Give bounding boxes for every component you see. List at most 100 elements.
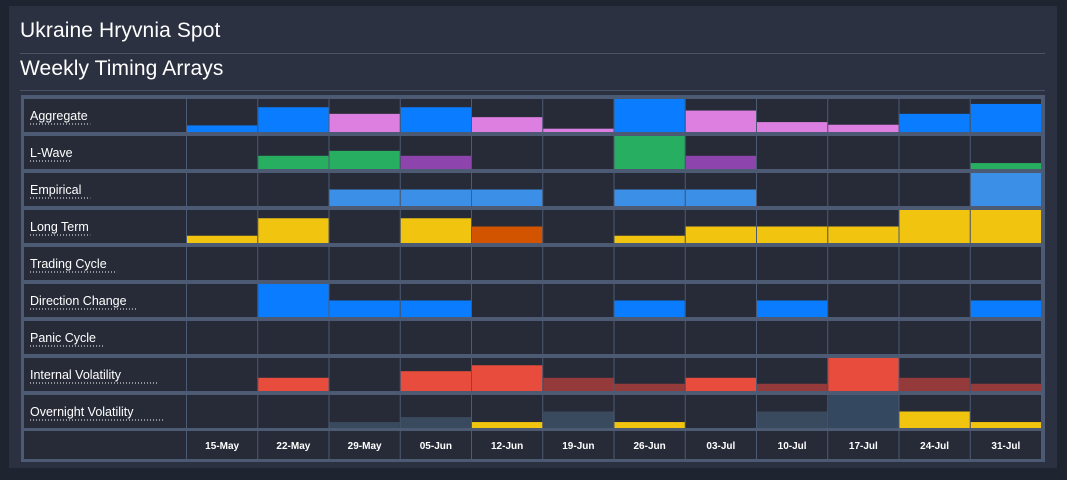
heatmap-cell (187, 321, 258, 354)
heatmap-bar[interactable] (614, 99, 685, 132)
heatmap-bar[interactable] (685, 377, 756, 391)
heatmap-bar[interactable] (472, 422, 543, 428)
heatmap-cell (329, 358, 400, 391)
heatmap-bar[interactable] (828, 226, 899, 244)
axis-cell (187, 431, 258, 459)
heatmap-bar[interactable] (899, 210, 970, 243)
heatmap-cell (187, 136, 258, 169)
axis-cell (472, 431, 543, 459)
row-label[interactable]: Internal Volatility (30, 368, 122, 382)
heatmap-bar[interactable] (899, 411, 970, 429)
heatmap-bar[interactable] (685, 226, 756, 244)
heatmap-bar[interactable] (970, 163, 1041, 169)
heatmap-bar[interactable] (828, 124, 899, 132)
heatmap-cell (757, 136, 828, 169)
heatmap-bar[interactable] (899, 377, 970, 391)
heatmap-cell (685, 284, 756, 317)
heatmap-cell (685, 321, 756, 354)
heatmap-bar[interactable] (400, 417, 471, 428)
heatmap-bar[interactable] (614, 422, 685, 428)
heatmap-bar[interactable] (400, 155, 471, 169)
heatmap-bar[interactable] (685, 110, 756, 132)
heatmap-bar[interactable] (329, 300, 400, 318)
heatmap-bar[interactable] (685, 189, 756, 207)
chart-subtitle: Weekly Timing Arrays (20, 57, 224, 80)
heatmap-cell (543, 136, 614, 169)
heatmap-bar[interactable] (329, 189, 400, 207)
heatmap-bar[interactable] (329, 422, 400, 428)
heatmap-bar[interactable] (472, 117, 543, 132)
x-tick-label: 15-May (205, 441, 239, 452)
row-label[interactable]: L-Wave (30, 146, 73, 160)
x-tick-label: 03-Jul (706, 441, 735, 452)
heatmap-bar[interactable] (258, 218, 329, 243)
heatmap-bar[interactable] (472, 365, 543, 391)
heatmap-bar[interactable] (970, 422, 1041, 428)
heatmap-bar[interactable] (899, 113, 970, 132)
axis-cell (400, 431, 471, 459)
heatmap-bar[interactable] (614, 136, 685, 169)
heatmap-cell (828, 247, 899, 280)
heatmap-bar[interactable] (970, 383, 1041, 391)
heatmap-bar[interactable] (614, 383, 685, 391)
heatmap-bar[interactable] (258, 284, 329, 317)
heatmap-bar[interactable] (614, 235, 685, 243)
heatmap-bar[interactable] (472, 189, 543, 207)
row-label[interactable]: Overnight Volatility (30, 405, 134, 419)
axis-cell (685, 431, 756, 459)
heatmap-bar[interactable] (757, 383, 828, 391)
heatmap-cell (472, 247, 543, 280)
row-label-cell (24, 358, 186, 391)
heatmap-bar[interactable] (187, 235, 258, 243)
row-label[interactable]: Aggregate (30, 109, 88, 123)
heatmap-cell (899, 284, 970, 317)
heatmap-bar[interactable] (258, 107, 329, 132)
heatmap-bar[interactable] (614, 189, 685, 207)
heatmap-cell (757, 247, 828, 280)
x-tick-label: 26-Jun (634, 441, 666, 452)
heatmap-bar[interactable] (828, 358, 899, 391)
row-label[interactable]: Long Term (30, 220, 89, 234)
heatmap-bar[interactable] (757, 122, 828, 132)
heatmap-bar[interactable] (543, 411, 614, 429)
heatmap-bar[interactable] (970, 210, 1041, 243)
heatmap-cell (970, 321, 1041, 354)
heatmap-bar[interactable] (472, 226, 543, 244)
heatmap-bar[interactable] (400, 189, 471, 207)
heatmap-bar[interactable] (757, 300, 828, 318)
heatmap-cell (757, 173, 828, 206)
heatmap-cell (543, 99, 614, 132)
heatmap-bar[interactable] (329, 150, 400, 169)
heatmap-cell (543, 284, 614, 317)
heatmap-bar[interactable] (400, 371, 471, 391)
heatmap-bar[interactable] (970, 300, 1041, 318)
heatmap-bar[interactable] (400, 218, 471, 243)
heatmap-cell (400, 321, 471, 354)
axis-cell (614, 431, 685, 459)
heatmap-cell (543, 173, 614, 206)
heatmap-cell (329, 321, 400, 354)
heatmap-bar[interactable] (258, 155, 329, 169)
heatmap-bar[interactable] (400, 107, 471, 132)
heatmap-bar[interactable] (400, 300, 471, 318)
heatmap-bar[interactable] (757, 226, 828, 244)
row-label[interactable]: Trading Cycle (30, 257, 107, 271)
chart-panel: Ukraine Hryvnia Spot Weekly Timing Array… (9, 6, 1057, 468)
heatmap-bar[interactable] (757, 411, 828, 429)
row-label[interactable]: Empirical (30, 183, 81, 197)
heatmap-bar[interactable] (828, 395, 899, 428)
heatmap-bar[interactable] (543, 128, 614, 132)
heatmap-bar[interactable] (970, 103, 1041, 132)
heatmap-bar[interactable] (329, 113, 400, 132)
heatmap-cell (472, 136, 543, 169)
heatmap-bar[interactable] (614, 300, 685, 318)
heatmap-bar[interactable] (543, 377, 614, 391)
row-label[interactable]: Direction Change (30, 294, 127, 308)
x-tick-label: 22-May (276, 441, 310, 452)
heatmap-bar[interactable] (970, 173, 1041, 206)
heatmap-bar[interactable] (685, 155, 756, 169)
heatmap-bar[interactable] (187, 125, 258, 132)
axis-cell (543, 431, 614, 459)
row-label[interactable]: Panic Cycle (30, 331, 96, 345)
heatmap-bar[interactable] (258, 377, 329, 391)
